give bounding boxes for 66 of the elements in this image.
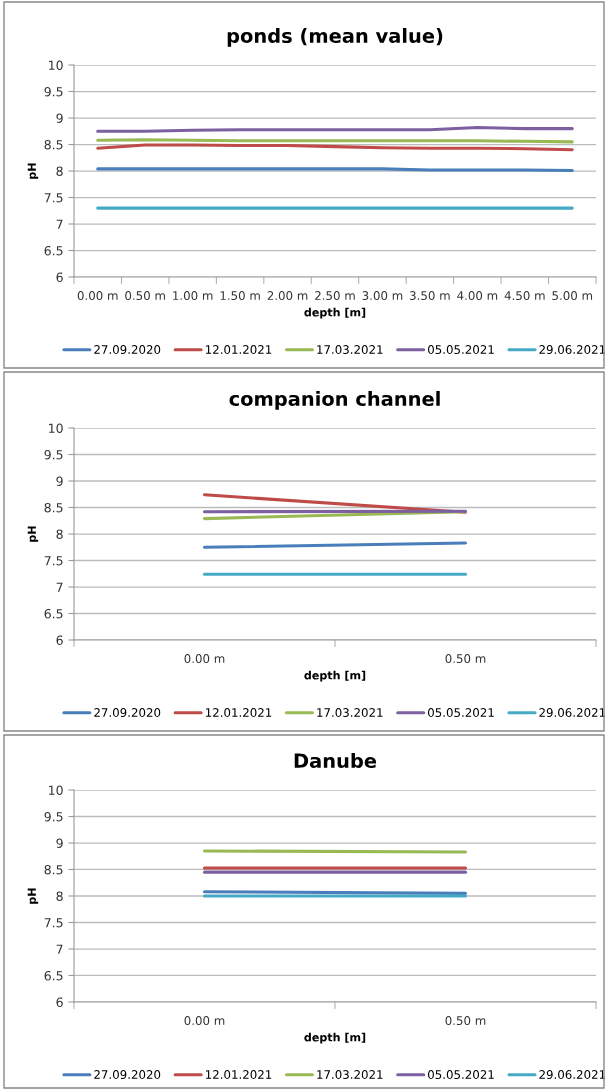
y-tick-label: 7: [56, 582, 63, 592]
y-tick-label: 10: [49, 423, 63, 433]
x-tick-label: 0.00 m: [184, 654, 225, 664]
legend-label: 17.03.2021: [317, 708, 383, 717]
legend-label: 05.05.2021: [428, 708, 494, 717]
legend-label: 27.09.2020: [94, 708, 161, 717]
y-tick-label: 8: [56, 891, 63, 901]
legend-label: 05.05.2021: [428, 345, 494, 354]
x-tick-label: 0.50 m: [445, 654, 486, 664]
legend-label: 05.05.2021: [428, 1070, 494, 1079]
x-tick-label: 0.00 m: [184, 1016, 225, 1026]
y-tick-label: 6: [56, 635, 63, 645]
y-tick-label: 8.5: [44, 502, 63, 513]
legend-label: 29.06.2021: [539, 1070, 606, 1079]
y-tick-label: 7.5: [44, 556, 63, 566]
x-tick-label: 0.50 m: [125, 291, 165, 301]
y-tick-label: 9.5: [44, 811, 63, 822]
legend-label: 29.06.2021: [539, 345, 606, 354]
y-tick-label: 6: [56, 272, 63, 282]
x-axis-title: depth [m]: [304, 670, 366, 682]
y-tick-label: 7: [56, 219, 63, 229]
y-axis-title: pH: [27, 888, 39, 904]
y-tick-label: 9.5: [44, 449, 63, 460]
legend-label: 17.03.2021: [317, 1070, 383, 1079]
y-tick-label: 10: [49, 785, 63, 795]
y-tick-label: 9: [56, 476, 63, 486]
y-axis-title: pH: [27, 163, 39, 179]
y-tick-label: 6.5: [44, 608, 63, 619]
y-tick-label: 6.5: [44, 970, 63, 981]
y-tick-label: 7.5: [44, 918, 63, 928]
y-tick-label: 8.5: [44, 864, 63, 875]
y-tick-label: 7: [56, 944, 63, 954]
x-tick-label: 1.50 m: [220, 291, 260, 301]
x-tick-label: 3.00 m: [362, 291, 403, 301]
legend-label: 12.01.2021: [205, 1070, 272, 1079]
x-tick-label: 5.00 m: [552, 291, 593, 301]
x-tick-label: 4.50 m: [504, 291, 545, 301]
x-tick-label: 0.50 m: [445, 1016, 486, 1026]
legend-label: 27.09.2020: [94, 345, 161, 354]
y-tick-label: 8: [56, 529, 63, 539]
x-tick-label: 0.00 m: [77, 291, 118, 301]
x-tick-label: 1.00 m: [173, 291, 213, 301]
x-tick-label: 3.50 m: [410, 291, 450, 301]
legend-label: 27.09.2020: [94, 1070, 161, 1079]
y-tick-label: 9.5: [44, 86, 63, 97]
y-tick-label: 7.5: [44, 193, 63, 203]
y-tick-label: 6.5: [44, 245, 63, 256]
x-tick-label: 2.00 m: [267, 291, 308, 301]
y-axis-title: pH: [27, 526, 39, 542]
x-axis-title: depth [m]: [304, 307, 366, 319]
y-tick-label: 9: [56, 113, 63, 123]
x-tick-label: 4.00 m: [457, 291, 498, 301]
x-axis-title: depth [m]: [304, 1032, 366, 1044]
y-tick-label: 6: [56, 997, 63, 1007]
legend-label: 17.03.2021: [317, 345, 383, 354]
chart-title: Danube: [294, 753, 377, 769]
y-tick-label: 8.5: [44, 139, 63, 150]
chart-title: ponds (mean value): [227, 28, 443, 47]
legend-label: 12.01.2021: [205, 708, 272, 717]
chart-title: companion channel: [229, 391, 440, 410]
legend-label: 29.06.2021: [539, 708, 606, 717]
legend-label: 12.01.2021: [205, 345, 272, 354]
y-tick-label: 8: [56, 166, 63, 176]
x-tick-label: 2.50 m: [315, 291, 355, 301]
y-tick-label: 9: [56, 838, 63, 848]
y-tick-label: 10: [49, 60, 63, 70]
